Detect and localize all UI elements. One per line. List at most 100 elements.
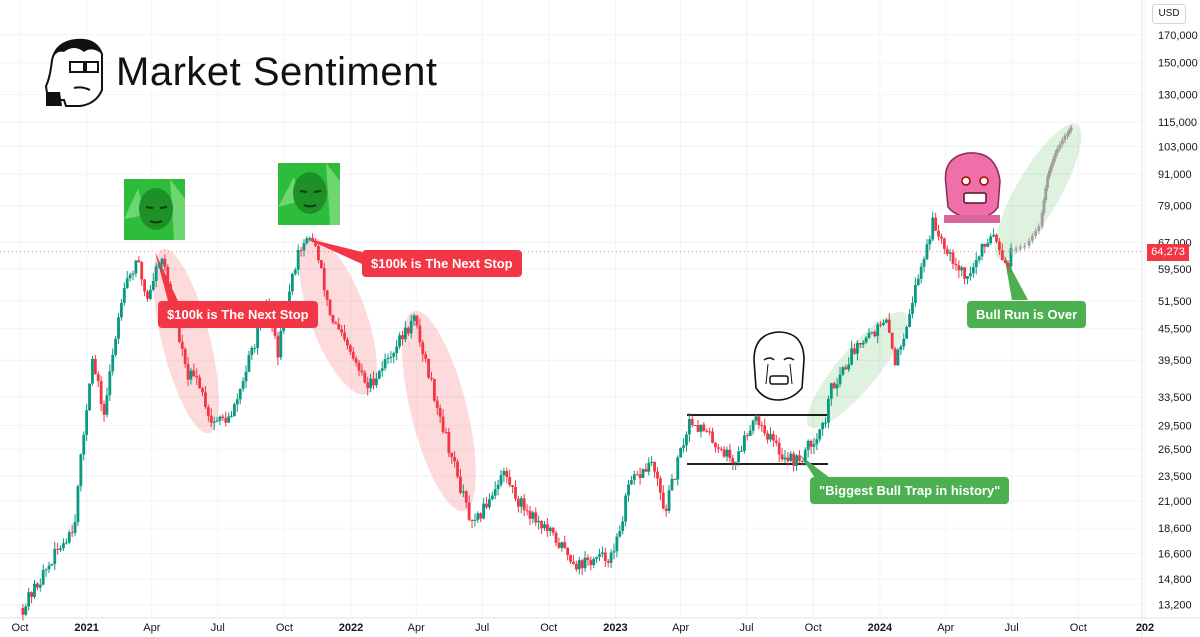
candle-body [603,552,607,561]
candle-body [737,451,741,463]
candle-body [702,424,706,432]
candle-body [818,429,822,440]
candle-body [319,260,323,269]
candle-body [771,434,775,441]
candle-body [861,342,865,345]
candle-body [253,347,257,349]
candle-body [117,317,120,339]
candle-body [1006,262,1010,267]
candle-body [598,554,601,557]
candle-body [690,419,694,426]
candle-body [890,332,894,349]
candles [21,211,1013,621]
candle-body [853,348,856,354]
candle-body [743,435,746,451]
candle-body [905,326,909,339]
candle-body [931,217,935,240]
candle-body [238,388,242,400]
candle-body [548,527,552,532]
candle-body [986,243,990,247]
candle-body [467,502,471,520]
candle-body [241,381,245,389]
candle-body [658,478,662,493]
candle-body [676,457,680,480]
candle-body [922,259,926,267]
downtrend-highlight [153,248,219,434]
candle-body [317,245,320,261]
uptrend-highlight [994,123,1082,261]
candle-body [409,320,413,334]
y-tick-label: 13,200 [1158,600,1192,612]
candle-body [766,433,769,440]
candle-body [311,238,315,242]
candle-body [47,565,51,570]
candle-body [41,570,45,585]
candle-body [760,425,764,427]
candle-body [151,280,155,290]
candle-body [33,583,36,597]
candle-body [447,432,451,454]
candle-body [997,241,1001,251]
candle-body [789,453,793,461]
candle-body [876,324,880,337]
candle-body [540,520,543,529]
candle-body [783,457,787,460]
projection-body [1053,153,1057,159]
candle-body [516,498,520,507]
candle-body [754,416,758,421]
candle-body [650,461,654,463]
candle-body [212,421,216,423]
candle-body [427,358,430,378]
candle-body [96,374,100,382]
candle-body [806,440,810,451]
candle-body [128,274,132,279]
candle-body [992,234,995,237]
candle-body [328,299,332,316]
projection-body [1034,231,1038,236]
candle-body [803,450,807,462]
candle-body [499,475,503,485]
candle-body [331,315,335,323]
green-wojak-icon [278,163,340,225]
currency-button[interactable]: USD [1152,4,1186,24]
candle-body [722,449,726,457]
candle-body [435,400,439,408]
x-tick-label: Oct [540,622,557,634]
candle-body [882,322,885,325]
y-tick-label: 115,000 [1158,117,1197,129]
candle-body [372,378,375,386]
candle-body [1003,260,1007,263]
candle-body [354,358,358,363]
x-tick-label: Oct [805,622,822,634]
candle-body [461,491,465,493]
candle-body [337,323,341,330]
candle-body [415,315,419,326]
projection-body [1010,250,1014,252]
candle-body [887,319,891,333]
x-tick-label: Jul [475,622,489,634]
candle-body [247,355,251,372]
x-tick-label: 2022 [339,622,363,634]
candle-body [357,362,361,371]
candle-body [366,382,370,388]
candle-body [403,327,407,340]
x-tick-label: Apr [408,622,425,634]
projection-body [1046,176,1049,189]
candle-body [401,335,404,340]
candle-body [893,348,897,366]
candle-body [963,267,967,279]
candle-body [35,583,39,588]
candle-body [569,555,572,562]
candle-body [346,339,349,346]
candle-body [574,563,578,570]
callout-pointer [800,455,830,478]
candle-body [221,416,225,419]
candle-body [488,499,491,508]
candle-body [418,325,422,343]
candle-body [314,241,317,246]
bull-callout-2021-fall: $100k is The Next Stop [362,250,522,277]
candle-body [971,267,975,274]
candle-body [716,447,720,449]
candle-body [835,384,839,389]
